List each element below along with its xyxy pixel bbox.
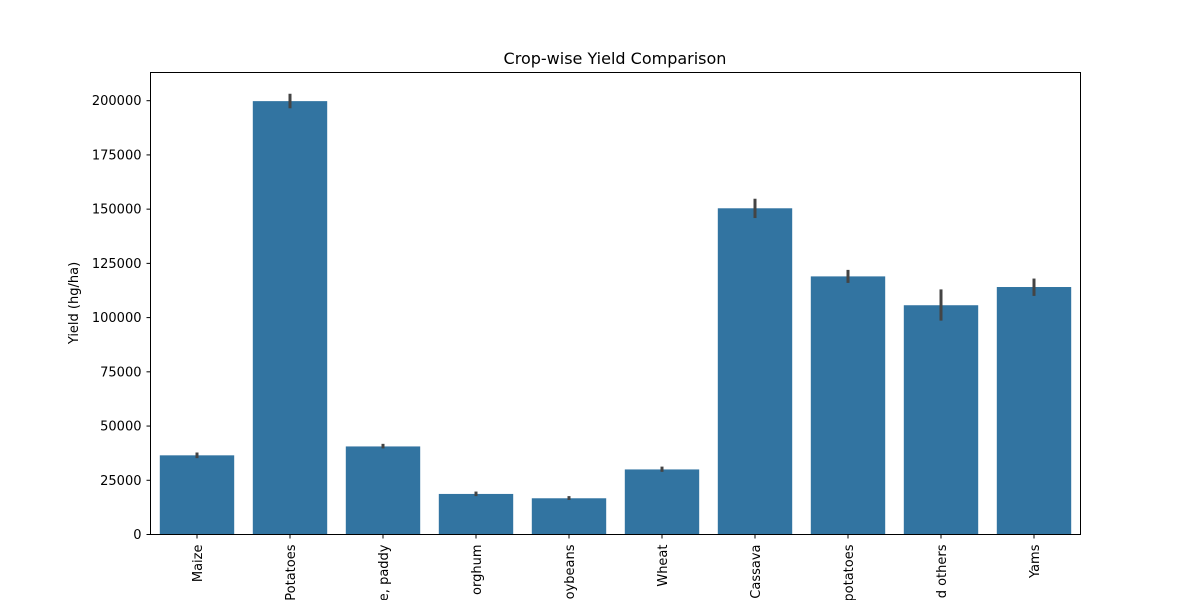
y-tick-label: 0 — [133, 528, 141, 543]
bar-cassava — [717, 208, 793, 535]
x-tick-label: orghum — [470, 545, 485, 595]
y-tick-label: 200000 — [92, 94, 142, 109]
plot-frame — [150, 72, 1081, 535]
y-tick-label: 175000 — [92, 148, 142, 163]
y-tick-label: 25000 — [100, 474, 141, 489]
x-tick-label: Maize — [191, 545, 206, 583]
bar-wheat — [624, 469, 700, 535]
y-axis-label: Yield (hg/ha) — [67, 262, 82, 345]
bar-rice-paddy — [345, 446, 421, 535]
bar-soybeans — [531, 498, 607, 535]
x-tick-label: oybeans — [563, 544, 578, 599]
chart-title: Crop-wise Yield Comparison — [504, 49, 727, 68]
y-tick-label: 100000 — [92, 311, 142, 326]
bar-potatoes — [252, 101, 328, 535]
y-tick-label: 125000 — [92, 257, 142, 272]
x-tick-label: Potatoes — [284, 544, 299, 600]
bar-plantains-and-others — [903, 305, 979, 535]
y-tick-label: 75000 — [100, 365, 141, 380]
bar-sweet-potatoes — [810, 276, 886, 535]
bar-yams — [996, 287, 1072, 535]
y-tick-label: 150000 — [92, 203, 142, 218]
x-tick-label: e, paddy — [377, 544, 392, 600]
x-tick-label: Cassava — [749, 545, 764, 599]
bar-maize — [159, 455, 235, 535]
y-tick-label: 50000 — [100, 420, 141, 435]
x-tick-label: Yams — [1028, 544, 1043, 579]
x-tick-label: potatoes — [842, 544, 857, 600]
bar-sorghum — [438, 493, 514, 535]
x-tick-label: d others — [935, 544, 950, 598]
x-tick-label: Wheat — [656, 545, 671, 587]
